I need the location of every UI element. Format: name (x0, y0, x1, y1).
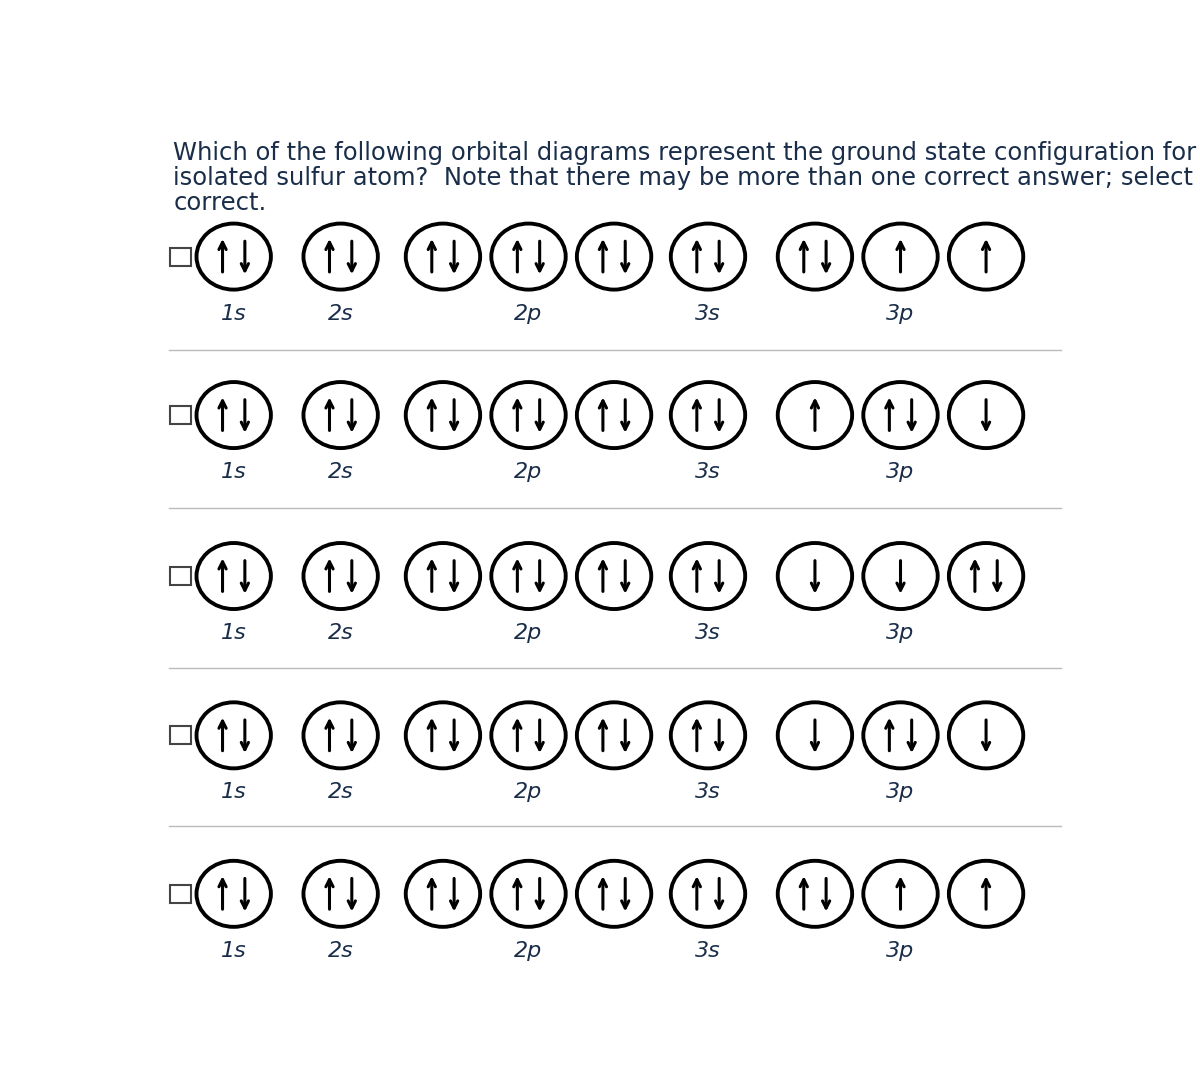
Text: 1s: 1s (221, 303, 246, 324)
Text: 3p: 3p (887, 303, 914, 324)
Text: 2s: 2s (328, 783, 354, 802)
Text: correct.: correct. (173, 191, 266, 214)
Text: 3p: 3p (887, 623, 914, 643)
Text: 1s: 1s (221, 462, 246, 482)
Text: 2p: 2p (515, 303, 542, 324)
Text: isolated sulfur atom?  Note that there may be more than one correct answer; sele: isolated sulfur atom? Note that there ma… (173, 166, 1200, 190)
Text: 2s: 2s (328, 303, 354, 324)
Text: 2s: 2s (328, 462, 354, 482)
Text: 2p: 2p (515, 783, 542, 802)
Text: 3s: 3s (695, 462, 721, 482)
Text: Which of the following orbital diagrams represent the ground state configuration: Which of the following orbital diagrams … (173, 142, 1200, 165)
Text: 2p: 2p (515, 623, 542, 643)
Text: 2p: 2p (515, 462, 542, 482)
Text: 2s: 2s (328, 623, 354, 643)
Text: 1s: 1s (221, 623, 246, 643)
Text: 3p: 3p (887, 462, 914, 482)
Text: 3p: 3p (887, 783, 914, 802)
Text: 1s: 1s (221, 941, 246, 961)
Text: 3s: 3s (695, 941, 721, 961)
Text: 3s: 3s (695, 623, 721, 643)
Text: 3s: 3s (695, 783, 721, 802)
Text: 2s: 2s (328, 941, 354, 961)
Text: 3s: 3s (695, 303, 721, 324)
Text: 3p: 3p (887, 941, 914, 961)
Text: 1s: 1s (221, 783, 246, 802)
Text: 2p: 2p (515, 941, 542, 961)
